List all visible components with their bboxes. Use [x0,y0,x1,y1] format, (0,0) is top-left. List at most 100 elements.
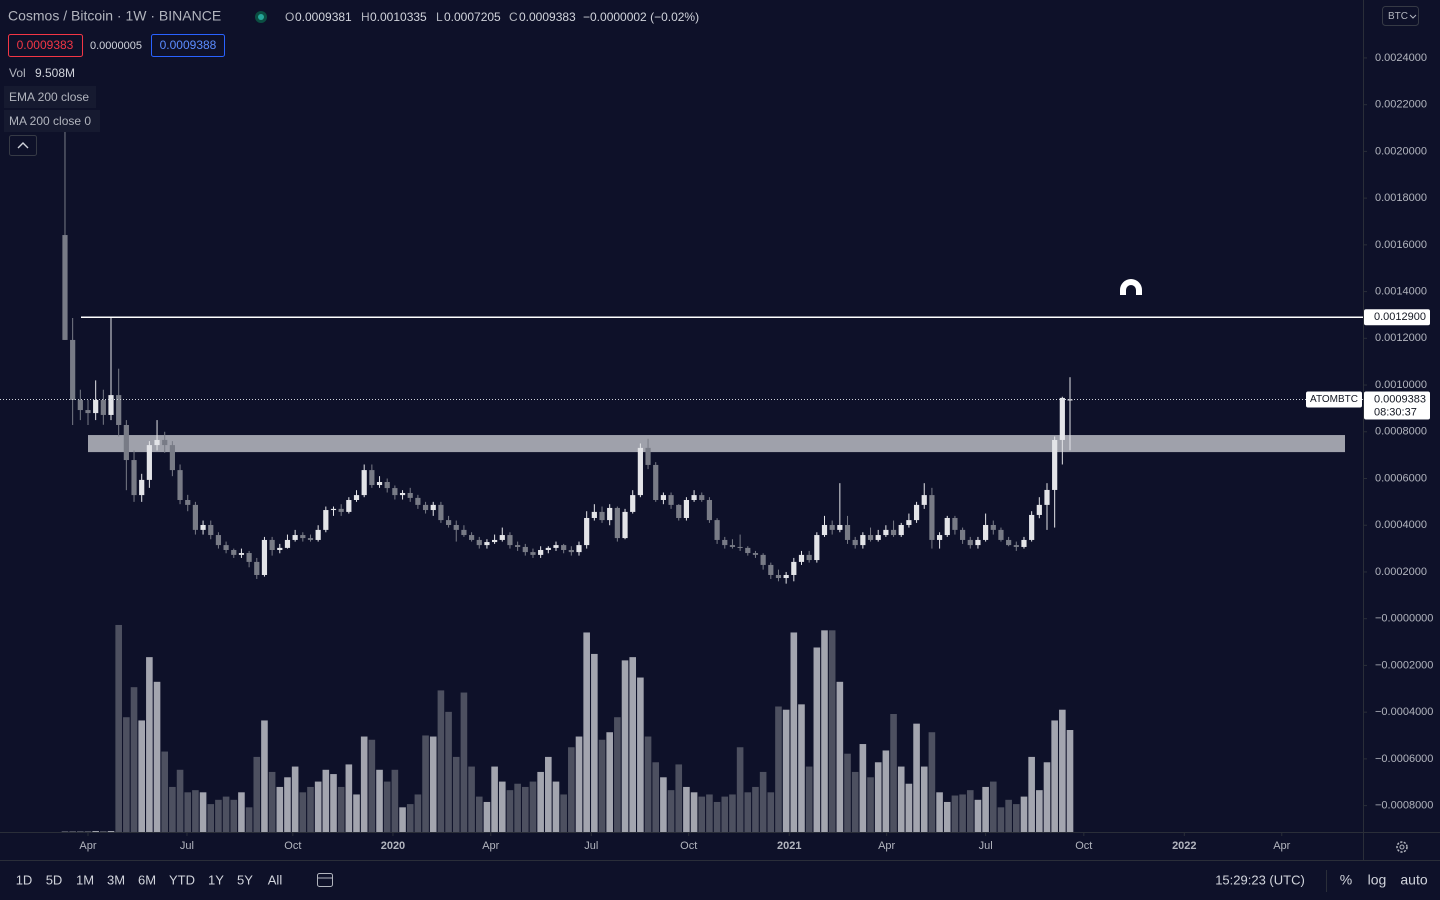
candle-body [1044,489,1050,505]
volume-bar [360,736,368,832]
range-button[interactable]: 1M [76,872,94,887]
close-label: C [509,10,518,24]
settings-icon-core[interactable] [1399,844,1405,850]
candle-body [676,504,682,518]
sell-price[interactable]: 0.0009383 [17,38,74,52]
volume-bar [169,786,176,832]
candle-body [492,539,498,543]
volume-bar [552,781,560,832]
y-tick-label: 0.0006000 [1375,472,1427,484]
candle-body [323,510,329,530]
date-range-icon[interactable] [317,873,333,887]
volume-bar [422,735,429,832]
collapse-icon[interactable] [17,142,29,149]
candle-body [353,495,360,500]
volume-bar [130,687,138,832]
range-button[interactable]: All [268,872,283,887]
candle-body [837,524,843,530]
percent-toggle[interactable]: % [1340,872,1352,888]
x-tick-label: 2020 [381,840,405,852]
volume-bar [629,657,637,832]
candle-body [215,535,222,546]
magnet-icon[interactable] [1120,279,1142,299]
candle-body [269,539,275,550]
y-tick-label: 0.0018000 [1375,192,1427,204]
clock[interactable]: 15:29:23 (UTC) [1215,872,1305,887]
candle-body [369,470,375,486]
range-button[interactable]: 1D [16,872,33,887]
last-price-label: 0.0009383 [1374,393,1426,405]
volume-bar [621,660,629,832]
candle-body [745,547,751,554]
buy-price[interactable]: 0.0009388 [160,38,217,52]
candle-body [315,529,321,540]
volume-bar [61,831,69,832]
volume-bar [583,632,590,832]
volume-bar [882,750,890,832]
indicator-ma[interactable]: MA 200 close 0 [9,114,91,128]
volume-bar [468,766,475,832]
volume-bar [506,790,514,832]
candle-body [768,564,774,575]
candle-body [798,554,805,562]
range-button[interactable]: 1Y [208,872,224,887]
candle-body [668,495,674,505]
y-tick-label: 0.0004000 [1375,519,1427,531]
volume-bar [475,796,483,832]
range-button[interactable]: YTD [169,872,195,887]
volume-bar [406,804,414,832]
candle-body [238,553,245,555]
candle-body [960,529,966,540]
volume-bar [276,786,284,832]
currency-dropdown[interactable] [1382,6,1419,26]
candle-body [499,535,505,540]
candle-body [177,470,183,500]
volume-bar [913,723,920,832]
candle-body [292,535,298,540]
volume-bar [644,736,652,832]
currency-label[interactable]: BTC [1388,11,1408,22]
dropdown-caret[interactable] [1409,14,1417,19]
candle-body [752,553,759,555]
candle-body [814,535,820,561]
volume-bar [675,764,683,832]
candle-body [70,339,76,400]
candle-body [468,535,475,540]
volume-bar [437,690,445,832]
range-button[interactable]: 5Y [237,872,253,887]
auto-toggle[interactable]: auto [1400,872,1427,888]
settings-icon[interactable] [1396,841,1408,853]
range-button[interactable]: 5D [46,872,63,887]
buy-box[interactable] [151,34,225,57]
volume-bar [161,751,169,832]
candle-body [422,504,429,511]
candle-body [538,549,544,555]
candle-body [307,538,314,540]
log-toggle[interactable]: log [1368,872,1387,888]
close-value: 0.0009383 [519,10,576,24]
collapse-button[interactable] [9,135,37,156]
candle-body [1067,399,1073,401]
volume-bar [115,624,122,832]
spread: 0.0000005 [90,40,142,52]
volume-bar [391,769,399,832]
volume-bar [744,792,752,832]
range-button[interactable]: 6M [138,872,156,887]
zone [88,435,1345,453]
volume-bar [207,804,215,832]
y-tick-label: −0.0002000 [1375,659,1433,671]
candle-body [637,447,643,496]
volume-bar [521,786,529,832]
volume-bar [683,786,690,832]
range-button[interactable]: 3M [107,872,125,887]
sell-box[interactable] [8,34,83,57]
volume-bar [775,706,782,832]
indicator-ema[interactable]: EMA 200 close [9,90,89,104]
candle-body [883,529,889,536]
candle-body [714,520,720,540]
volume-bar [491,766,498,832]
volume-bar [667,790,675,832]
volume-bar [230,799,238,832]
candle-body [522,546,528,553]
series-name: ATOMBTC [1310,394,1358,405]
